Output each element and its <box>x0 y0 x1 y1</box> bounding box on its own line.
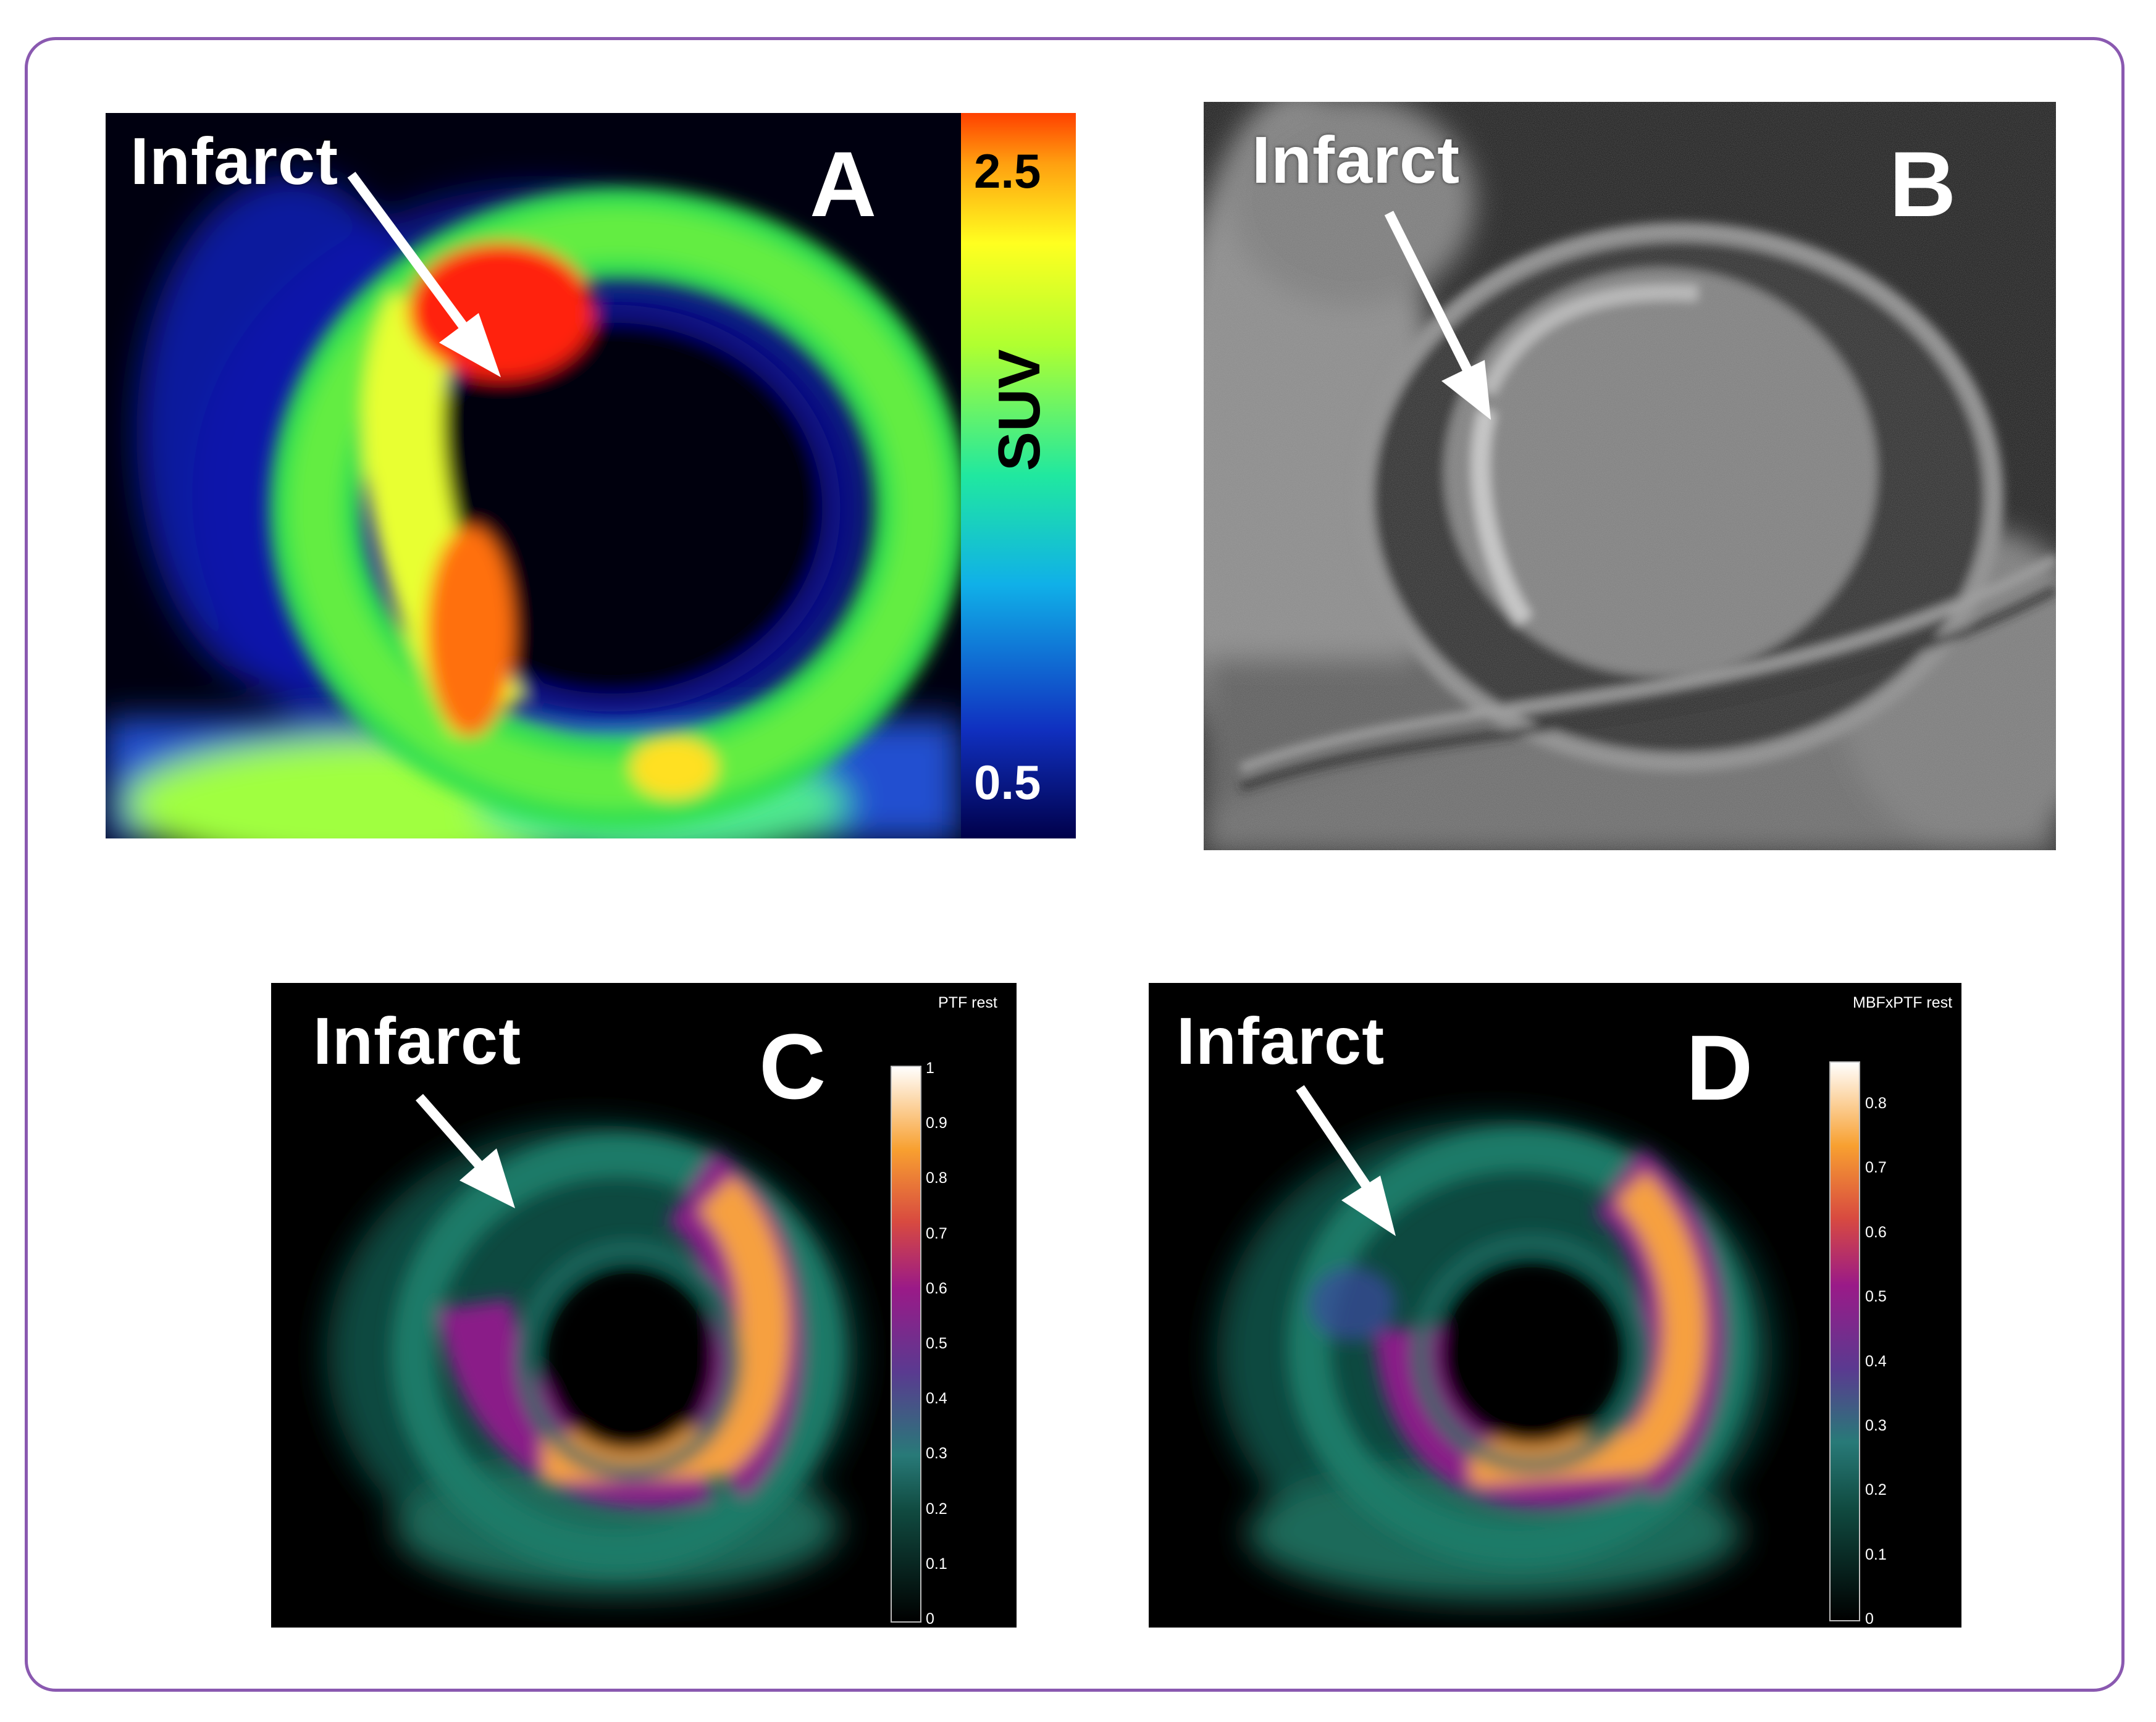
panel-d-colorbar-tick-label: 0.4 <box>1865 1352 1887 1370</box>
panel-c-colorbar-tick-label: 0.2 <box>926 1500 947 1518</box>
panel-a-colorbar-max: 2.5 <box>974 144 1041 198</box>
panel-d-colorbar-title: MBFxPTF rest <box>1853 994 1953 1011</box>
figure-frame: 2.5 0.5 SUV Infarct A <box>25 37 2125 1692</box>
panel-b-infarct-label: Infarct <box>1252 122 1461 197</box>
panel-b-mri-image <box>1204 102 2056 850</box>
panel-a-colorbar <box>961 113 1076 838</box>
panel-c-colorbar-title: PTF rest <box>938 994 997 1011</box>
panel-d-colorbar-tick-label: 0.1 <box>1865 1545 1887 1563</box>
panel-d-infarct-label: Infarct <box>1177 1003 1385 1078</box>
panel-c-colorbar-tick-label: 0.5 <box>926 1335 947 1352</box>
panel-c-infarct-label: Infarct <box>313 1003 522 1078</box>
panel-c-colorbar-tick-label: 0.6 <box>926 1279 947 1297</box>
panel-d: MBFxPTF rest 0.8 0.7 0.6 0.5 0.4 0.3 0.2 0.1 0 I… <box>1149 983 1961 1628</box>
panel-b-letter: B <box>1889 132 1957 236</box>
panel-a-colorbar-label: SUV <box>986 349 1052 471</box>
panel-c-colorbar-tick-label: 1 <box>926 1060 934 1077</box>
panel-a-letter: A <box>810 132 877 236</box>
panel-d-colorbar-tick-label: 0.6 <box>1865 1223 1887 1241</box>
panel-d-letter: D <box>1686 1016 1753 1119</box>
panel-a: 2.5 0.5 SUV Infarct A <box>106 113 1076 838</box>
panel-c-letter: C <box>759 1014 826 1118</box>
panel-d-colorbar <box>1829 1061 1860 1621</box>
panel-d-colorbar-tick-label: 0.3 <box>1865 1416 1887 1434</box>
panel-c-colorbar-tick-label: 0.9 <box>926 1114 947 1132</box>
panel-c-colorbar-tick-label: 0.8 <box>926 1169 947 1187</box>
panel-c-colorbar-tick-label: 0.7 <box>926 1224 947 1242</box>
panel-d-colorbar-tick-label: 0 <box>1865 1610 1874 1628</box>
panel-d-colorbar-tick-label: 0.7 <box>1865 1159 1887 1177</box>
panel-c-colorbar-tick-label: 0.3 <box>926 1445 947 1463</box>
panel-c: PTF rest 1 0.9 0.8 0.7 0.6 0.5 0.4 0.3 0.2 0.1 0 I… <box>271 983 1017 1628</box>
panel-a-pet-image <box>106 113 1076 838</box>
panel-d-mbf-ptf-image <box>1149 983 1961 1628</box>
panel-d-colorbar-tick-label: 0.2 <box>1865 1481 1887 1499</box>
panel-a-colorbar-min: 0.5 <box>974 755 1041 809</box>
panel-c-colorbar <box>891 1066 921 1623</box>
panel-a-infarct-label: Infarct <box>130 123 339 198</box>
panel-c-colorbar-tick-label: 0.4 <box>926 1390 947 1408</box>
panel-c-ptf-image <box>271 983 1017 1628</box>
panel-c-colorbar-tick-label: 0.1 <box>926 1555 947 1573</box>
panel-b: Infarct B <box>1204 102 2056 850</box>
panel-c-colorbar-tick-label: 0 <box>926 1610 934 1628</box>
panel-d-colorbar-tick-label: 0.8 <box>1865 1095 1887 1112</box>
panel-d-colorbar-tick-label: 0.5 <box>1865 1288 1887 1306</box>
